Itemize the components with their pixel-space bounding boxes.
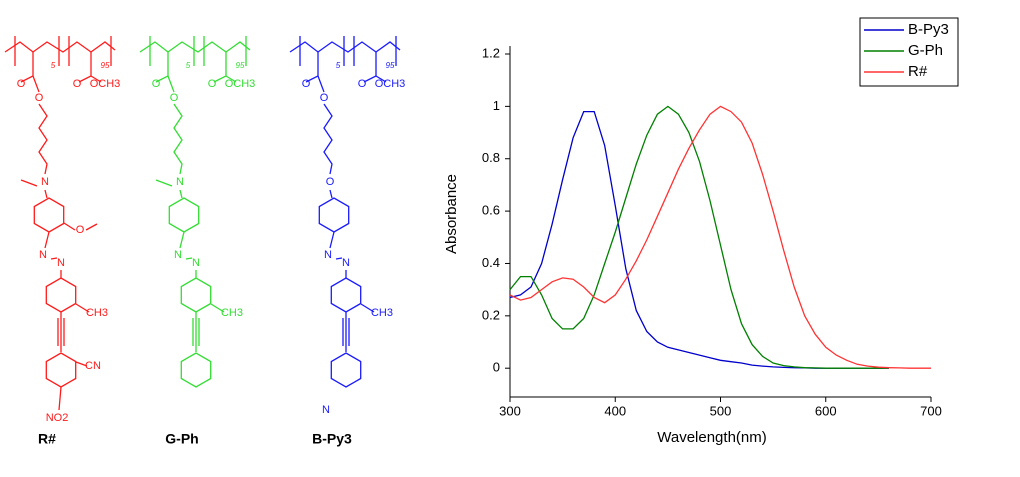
legend-label: G-Ph xyxy=(908,42,943,59)
bond xyxy=(44,189,48,199)
y-tick-label: 1.2 xyxy=(482,45,500,60)
atom-label: O xyxy=(76,224,85,236)
bond xyxy=(179,189,183,199)
series-line xyxy=(509,105,889,369)
atom-label: N xyxy=(322,404,330,416)
x-tick-label: 600 xyxy=(815,403,837,418)
bond xyxy=(185,257,193,260)
ring xyxy=(45,352,77,388)
bond xyxy=(335,257,343,260)
ring xyxy=(318,197,350,233)
bond xyxy=(50,257,58,260)
atom-label: O xyxy=(17,78,26,90)
ring xyxy=(330,352,362,388)
y-tick-label: 0 xyxy=(493,360,500,375)
atom-label: O xyxy=(152,78,161,90)
bond xyxy=(289,41,401,53)
bond xyxy=(323,103,333,175)
bond xyxy=(173,103,183,175)
structure-name: R# xyxy=(38,431,56,447)
atom-label: N xyxy=(192,257,200,269)
atom-label: O xyxy=(326,176,335,188)
bond xyxy=(90,75,102,83)
atom-label: N xyxy=(176,176,184,188)
legend-label: R# xyxy=(908,63,928,80)
atom-label: N xyxy=(174,249,182,261)
bond xyxy=(210,303,225,313)
atom-label: O xyxy=(302,78,311,90)
bond xyxy=(38,103,48,175)
bond xyxy=(20,179,38,187)
y-tick-label: 0.6 xyxy=(482,203,500,218)
structure-name: B-Py3 xyxy=(312,431,352,447)
bond xyxy=(167,75,175,93)
y-axis-title: Absorbance xyxy=(443,174,460,254)
y-tick-label: 0.8 xyxy=(482,150,500,165)
bond xyxy=(179,231,185,249)
atom-label: 5 xyxy=(51,61,56,70)
atom-label: OCH3 xyxy=(90,78,121,90)
atom-label: CH3 xyxy=(86,307,108,319)
ring xyxy=(33,197,65,233)
bond xyxy=(360,303,375,313)
bond xyxy=(85,223,98,231)
atom-label: O xyxy=(73,78,82,90)
atom-label: CH3 xyxy=(371,307,393,319)
bond xyxy=(58,386,62,411)
bond xyxy=(225,75,237,83)
bond xyxy=(329,189,333,199)
atom-label: O xyxy=(208,78,217,90)
atom-label: 5 xyxy=(336,61,341,70)
atom-label: N xyxy=(41,176,49,188)
atom-label: 95 xyxy=(236,61,245,70)
bond xyxy=(75,303,90,313)
bond xyxy=(32,75,40,93)
y-tick-label: 0.4 xyxy=(482,255,500,270)
ring xyxy=(180,352,212,388)
atom-label: O xyxy=(35,92,44,104)
bond xyxy=(4,41,116,53)
x-tick-label: 500 xyxy=(710,403,732,418)
series-line xyxy=(509,110,889,369)
atom-label: OCH3 xyxy=(225,78,256,90)
atom-label: N xyxy=(39,249,47,261)
atom-label: O xyxy=(358,78,367,90)
atom-label: CN xyxy=(85,360,101,372)
ring xyxy=(180,277,212,313)
bond xyxy=(63,222,76,231)
bond xyxy=(75,361,88,367)
atom-label: 95 xyxy=(386,61,395,70)
structure-name: G-Ph xyxy=(165,431,198,447)
ring xyxy=(168,197,200,233)
atom-label: N xyxy=(57,257,65,269)
bond xyxy=(139,41,251,53)
ring xyxy=(45,277,77,313)
y-tick-label: 1 xyxy=(493,98,500,113)
bond xyxy=(155,179,173,187)
bond xyxy=(375,75,387,83)
x-axis-title: Wavelength(nm) xyxy=(657,429,766,446)
atom-label: OCH3 xyxy=(375,78,406,90)
y-tick-label: 0.2 xyxy=(482,307,500,322)
atom-label: 5 xyxy=(186,61,191,70)
bond xyxy=(44,231,50,249)
bond xyxy=(329,231,335,249)
series-line xyxy=(509,105,931,369)
atom-label: 95 xyxy=(101,61,110,70)
x-tick-label: 700 xyxy=(920,403,942,418)
legend-label: B-Py3 xyxy=(908,21,949,38)
atom-label: CH3 xyxy=(221,307,243,319)
atom-label: NO2 xyxy=(46,412,69,424)
atom-label: O xyxy=(170,92,179,104)
atom-label: N xyxy=(324,249,332,261)
ring xyxy=(330,277,362,313)
x-tick-label: 300 xyxy=(499,403,521,418)
atom-label: N xyxy=(342,257,350,269)
x-tick-label: 400 xyxy=(604,403,626,418)
atom-label: O xyxy=(320,92,329,104)
bond xyxy=(317,75,325,93)
